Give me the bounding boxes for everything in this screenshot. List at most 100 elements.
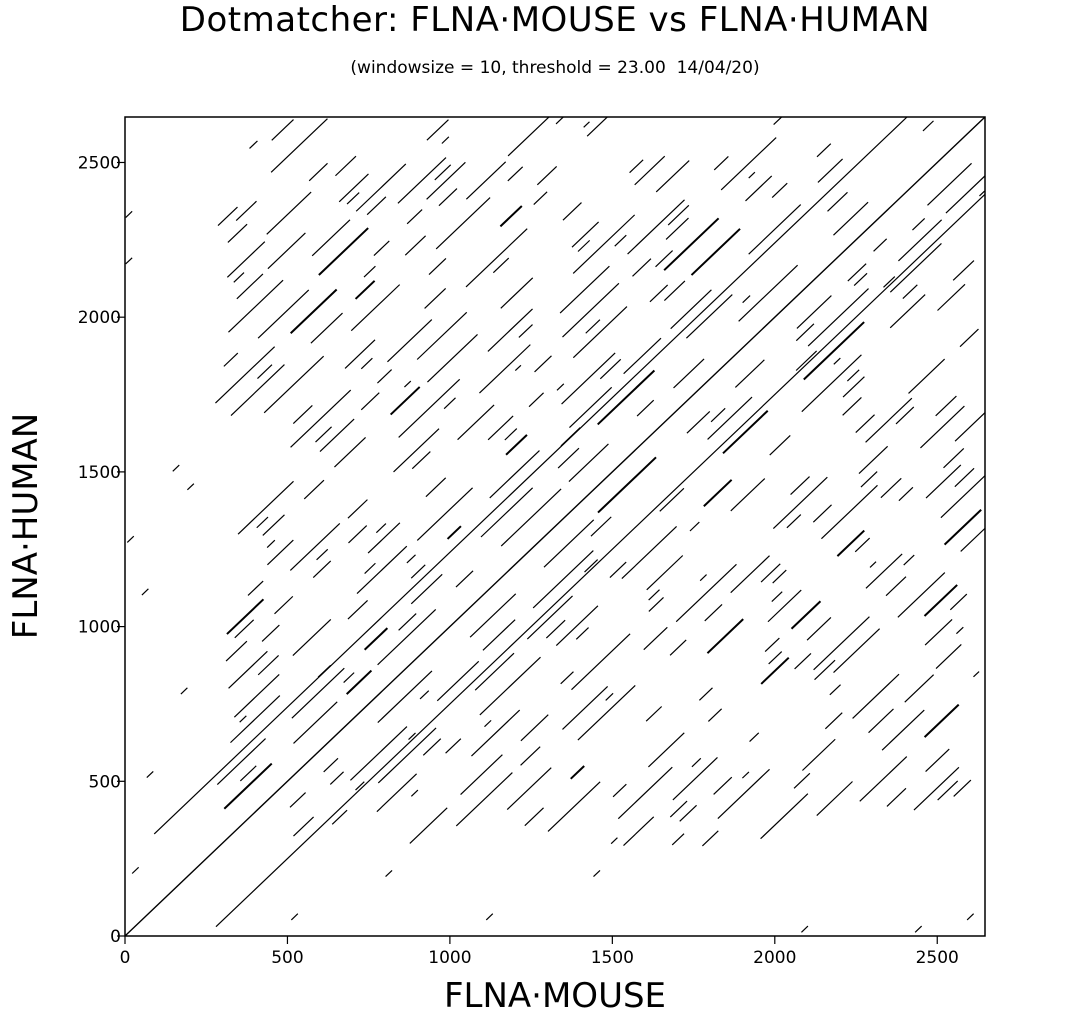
match-segment <box>559 265 610 314</box>
match-segment <box>689 521 700 532</box>
chart-title: Dotmatcher: FLNA·MOUSE vs FLNA·HUMAN <box>179 0 931 40</box>
match-segment <box>829 684 841 696</box>
match-segment <box>923 584 958 617</box>
match-segment <box>226 598 265 635</box>
match-segment <box>771 591 783 603</box>
match-segment <box>397 157 447 204</box>
match-segment <box>686 411 711 434</box>
match-segment <box>507 117 550 157</box>
match-segment <box>131 866 140 874</box>
y-tick-label: 0 <box>110 927 121 947</box>
match-segment <box>406 554 416 564</box>
match-segment <box>228 650 268 689</box>
match-segment <box>560 671 574 685</box>
match-segment <box>703 479 733 507</box>
match-segment <box>643 626 668 651</box>
match-segment <box>924 618 953 646</box>
match-segment <box>146 770 154 779</box>
match-segment <box>482 619 516 651</box>
match-segment <box>443 397 456 410</box>
match-segment <box>235 200 257 222</box>
match-segment <box>925 464 962 499</box>
match-segment <box>216 738 266 785</box>
match-segment <box>404 235 427 256</box>
match-segment <box>172 464 180 472</box>
match-segment <box>952 260 975 281</box>
match-segment <box>441 136 450 144</box>
match-segment <box>230 364 285 416</box>
match-segment <box>767 589 802 623</box>
match-segment <box>233 272 245 283</box>
match-segment <box>355 163 407 212</box>
match-segment <box>655 250 674 268</box>
match-segment <box>771 182 788 199</box>
match-segment <box>180 687 188 695</box>
match-segment <box>685 294 733 339</box>
match-segment <box>713 776 733 795</box>
match-segment <box>801 354 862 413</box>
match-segment <box>545 619 566 639</box>
match-segment <box>749 732 760 743</box>
match-segment <box>610 837 618 845</box>
match-segment <box>479 656 541 716</box>
match-segment <box>492 257 510 274</box>
match-segment <box>217 206 238 227</box>
match-segment <box>315 426 332 443</box>
match-segment <box>590 516 612 537</box>
match-segment <box>937 780 959 801</box>
match-segment <box>293 701 338 744</box>
match-segment <box>347 499 368 519</box>
match-segment <box>366 196 387 216</box>
match-segment <box>908 358 946 394</box>
match-segment <box>698 687 713 701</box>
match-segment <box>704 604 723 622</box>
match-segment <box>404 380 412 388</box>
match-segment <box>331 809 348 825</box>
match-segment <box>671 833 685 846</box>
match-segment <box>673 358 705 389</box>
match-segment <box>375 523 387 534</box>
match-segment <box>636 399 655 417</box>
match-segment <box>634 155 666 186</box>
x-tick-label: 2500 <box>916 948 959 968</box>
y-tick-label: 1500 <box>78 463 121 483</box>
match-segment <box>335 155 357 177</box>
match-segment <box>526 595 573 640</box>
match-segment <box>768 651 783 665</box>
match-segment <box>699 574 707 582</box>
match-segment <box>741 771 750 779</box>
match-segment <box>914 925 923 933</box>
y-tick-label: 1000 <box>78 618 121 638</box>
match-segment <box>247 580 264 596</box>
match-segment <box>479 344 531 394</box>
match-segment <box>605 692 614 701</box>
match-segment <box>710 407 726 423</box>
match-segment <box>506 767 552 811</box>
match-segment <box>536 166 558 186</box>
match-segment <box>308 162 328 182</box>
match-segment <box>833 201 869 236</box>
match-segment <box>869 561 877 568</box>
match-segment <box>773 117 783 126</box>
x-tick-label: 0 <box>120 948 131 968</box>
match-segment <box>153 117 908 835</box>
match-segment <box>223 762 273 810</box>
match-segment <box>868 708 894 734</box>
match-segment <box>373 240 390 257</box>
match-segment <box>411 451 431 470</box>
match-segment <box>141 588 149 596</box>
match-segment <box>274 595 294 615</box>
match-segment <box>424 287 447 309</box>
match-segment <box>614 234 627 247</box>
match-segment <box>223 352 239 367</box>
match-segment <box>675 563 737 623</box>
match-segment <box>360 357 373 370</box>
match-segment <box>419 690 430 700</box>
match-segment <box>960 527 985 552</box>
match-segment <box>487 308 533 352</box>
match-segment <box>377 670 433 723</box>
match-segment <box>824 712 843 730</box>
match-segment <box>387 319 433 363</box>
match-segment <box>215 346 276 404</box>
match-segment <box>889 243 942 293</box>
